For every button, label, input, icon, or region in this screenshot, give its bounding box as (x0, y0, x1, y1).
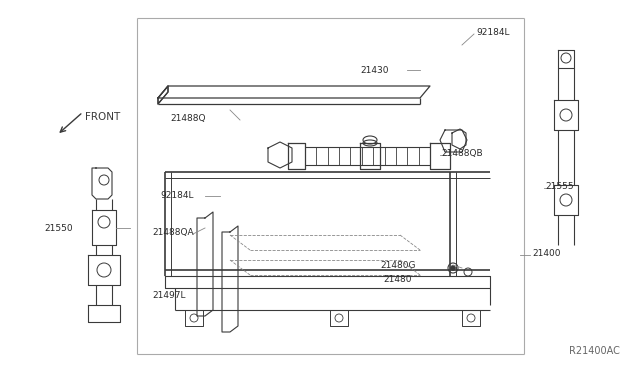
Text: 21480: 21480 (383, 276, 412, 285)
Text: FRONT: FRONT (85, 112, 120, 122)
Text: 21400: 21400 (532, 248, 561, 257)
Text: R21400AC: R21400AC (569, 346, 620, 356)
Text: 21555: 21555 (545, 182, 573, 190)
Text: 21488QB: 21488QB (441, 148, 483, 157)
Text: 21430: 21430 (360, 65, 388, 74)
Text: 92184L: 92184L (476, 28, 509, 36)
Text: 21488Q: 21488Q (170, 113, 205, 122)
Text: 21480G: 21480G (380, 262, 415, 270)
Circle shape (451, 266, 456, 270)
Text: 21550: 21550 (44, 224, 72, 232)
Text: 92184L: 92184L (160, 190, 193, 199)
Text: 21488QA: 21488QA (152, 228, 194, 237)
Text: 21497L: 21497L (152, 292, 186, 301)
